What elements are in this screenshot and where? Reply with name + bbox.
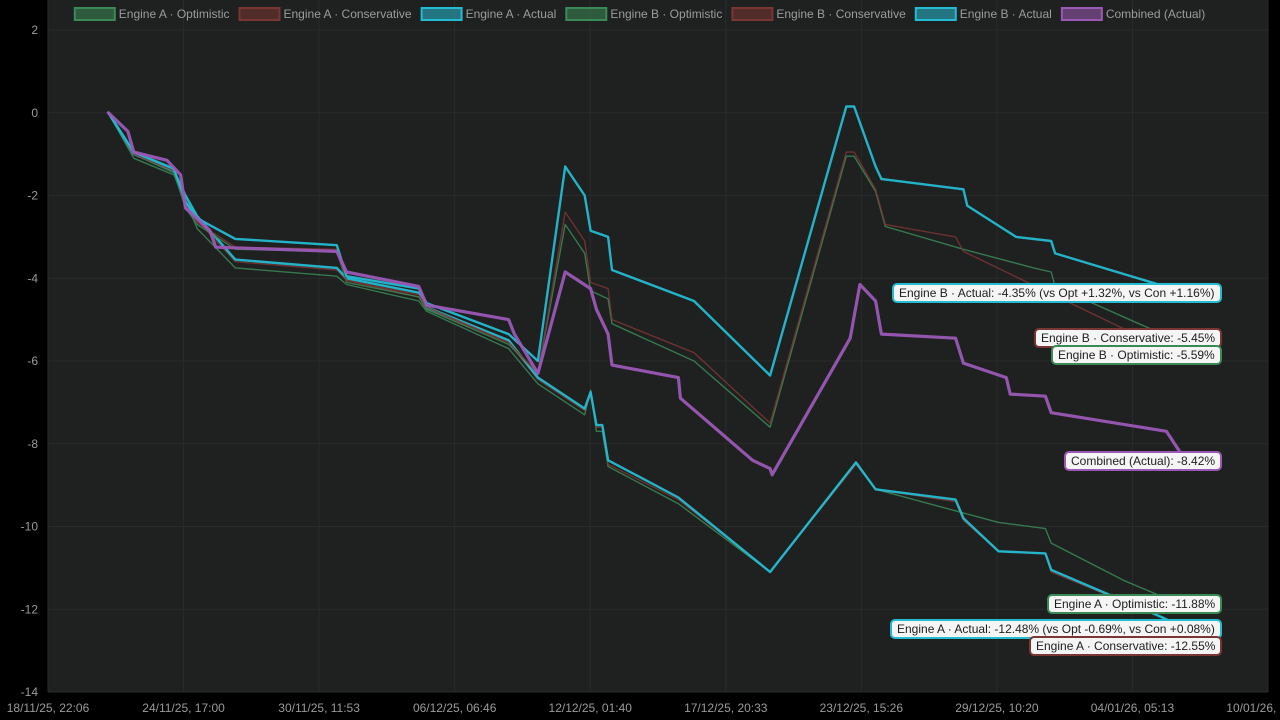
series-line-5 — [107, 105, 1188, 377]
legend-label: Engine B · Optimistic — [610, 7, 722, 21]
legend-label: Engine A · Actual — [466, 7, 557, 21]
legend-label: Engine A · Conservative — [284, 7, 412, 21]
y-tick-label: 2 — [31, 23, 38, 37]
end-label-1: Engine A · Conservative: -12.55% — [1029, 636, 1223, 656]
y-axis: 2 0 -2 -4 -6 -8 -10 -12 -14 — [21, 23, 39, 699]
x-tick-label: 24/11/25, 17:00 — [142, 701, 225, 715]
legend-swatch — [73, 7, 116, 21]
legend-swatch — [731, 7, 774, 21]
series-line-6 — [106, 111, 1188, 477]
x-tick-label: 23/12/25, 15:26 — [820, 701, 904, 715]
legend-item[interactable]: Combined (Actual) — [1060, 7, 1205, 21]
end-label-5: Engine B · Actual: -4.35% (vs Opt +1.32%… — [892, 283, 1222, 303]
legend-label: Engine A · Optimistic — [119, 7, 230, 21]
y-tick-label: -4 — [27, 271, 38, 285]
legend-swatch — [420, 7, 463, 21]
y-tick-label: -12 — [21, 602, 39, 616]
legend-item[interactable]: Engine A · Conservative — [238, 7, 412, 21]
y-tick-label: -10 — [21, 520, 39, 534]
end-label-0: Engine A · Optimistic: -11.88% — [1047, 594, 1223, 614]
legend-swatch — [238, 7, 281, 21]
legend-label: Engine B · Actual — [960, 7, 1052, 21]
legend-item[interactable]: Engine B · Optimistic — [565, 7, 722, 21]
legend-swatch — [914, 7, 957, 21]
series-line-2 — [107, 111, 1188, 631]
x-tick-label: 17/12/25, 20:33 — [684, 701, 768, 715]
x-tick-label: 04/01/26, 05:13 — [1091, 701, 1175, 715]
legend-swatch — [565, 7, 608, 21]
end-label-2: Engine A · Actual: -12.48% (vs Opt -0.69… — [890, 619, 1222, 639]
legend-item[interactable]: Engine B · Actual — [914, 7, 1052, 21]
y-tick-label: -8 — [27, 437, 38, 451]
legend-item[interactable]: Engine A · Actual — [420, 7, 557, 21]
end-label-3: Engine B · Optimistic: -5.59% — [1051, 345, 1222, 365]
series-line-0 — [107, 112, 1187, 605]
legend: Engine A · Optimistic Engine A · Conserva… — [73, 7, 1205, 21]
x-tick-label: 29/12/25, 10:20 — [955, 701, 1039, 715]
x-tick-label: 10/01/26, 00:06 — [1226, 701, 1280, 715]
x-tick-label: 12/12/25, 01:40 — [549, 701, 633, 715]
legend-item[interactable]: Engine A · Optimistic — [73, 7, 230, 21]
end-label-4: Engine B · Conservative: -5.45% — [1034, 328, 1223, 348]
legend-item[interactable]: Engine B · Conservative — [731, 7, 906, 21]
y-tick-label: -14 — [21, 685, 39, 699]
legend-swatch — [1060, 7, 1103, 21]
y-tick-label: 0 — [31, 106, 38, 120]
y-tick-label: -6 — [27, 354, 38, 368]
legend-label: Combined (Actual) — [1106, 7, 1205, 21]
grid — [47, 0, 1269, 693]
x-axis: 18/11/25, 22:06 24/11/25, 17:00 30/11/25, … — [7, 701, 1280, 715]
end-label-6: Combined (Actual): -8.42% — [1064, 451, 1223, 471]
series-lines — [106, 105, 1188, 633]
x-tick-label: 30/11/25, 11:53 — [278, 701, 360, 715]
y-tick-label: -2 — [27, 189, 38, 203]
x-tick-label: 18/11/25, 22:06 — [7, 701, 90, 715]
x-tick-label: 06/12/25, 06:46 — [413, 701, 497, 715]
legend-label: Engine B · Conservative — [776, 7, 906, 21]
